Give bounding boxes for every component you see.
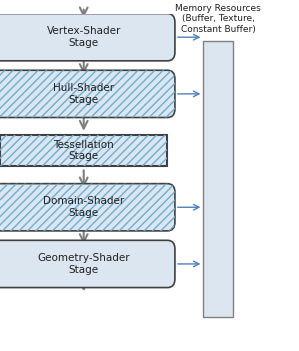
- FancyBboxPatch shape: [0, 135, 167, 166]
- Text: Geometry-Shader
Stage: Geometry-Shader Stage: [37, 253, 130, 275]
- FancyBboxPatch shape: [0, 70, 175, 118]
- Text: Tessellation
Stage: Tessellation Stage: [53, 140, 114, 161]
- Text: Memory Resources
(Buffer, Texture,
Constant Buffer): Memory Resources (Buffer, Texture, Const…: [176, 4, 261, 34]
- Text: Hull-Shader
Stage: Hull-Shader Stage: [53, 83, 114, 105]
- FancyBboxPatch shape: [203, 41, 233, 317]
- FancyBboxPatch shape: [0, 184, 175, 231]
- FancyBboxPatch shape: [0, 14, 175, 61]
- Text: Domain-Shader
Stage: Domain-Shader Stage: [43, 197, 124, 218]
- FancyBboxPatch shape: [0, 240, 175, 287]
- Text: Vertex-Shader
Stage: Vertex-Shader Stage: [47, 26, 121, 48]
